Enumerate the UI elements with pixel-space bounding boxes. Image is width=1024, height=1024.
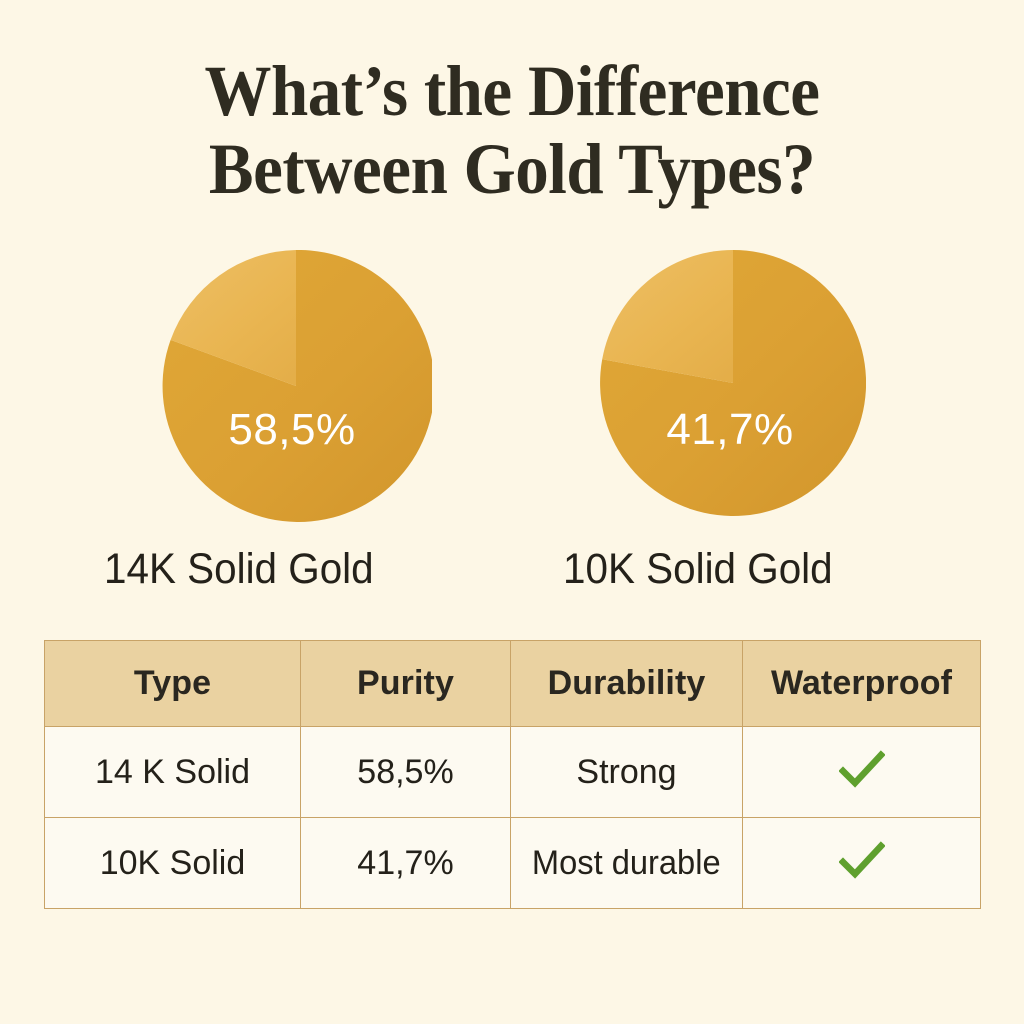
pie-chart-10k-graphic (600, 250, 866, 516)
comparison-table-wrapper: Type Purity Durability Waterproof 14 K S… (44, 640, 981, 909)
table-row: 14 K Solid 58,5% Strong (44, 726, 981, 818)
page-title: What’s the Difference Between Gold Types… (0, 52, 1024, 208)
pie-chart-row: 58,5% (0, 250, 1024, 540)
comparison-table: Type Purity Durability Waterproof 14 K S… (44, 640, 981, 909)
cell-purity: 41,7% (300, 817, 511, 909)
cell-waterproof (742, 726, 981, 818)
pie-slice-alloy (602, 250, 733, 383)
page-title-line-2: Between Gold Types? (208, 129, 816, 209)
pie-chart-10k: 41,7% (600, 250, 866, 516)
table-head: Type Purity Durability Waterproof (44, 640, 981, 727)
table-row: 10K Solid 41,7% Most durable (44, 817, 981, 909)
pie-caption-10k: 10K Solid Gold (563, 545, 833, 593)
column-header-waterproof: Waterproof (742, 640, 981, 727)
pie-slice-alloy (170, 250, 296, 386)
column-header-durability: Durability (510, 640, 743, 727)
column-header-type: Type (44, 640, 301, 727)
pie-slice-gold-content (162, 250, 432, 522)
cell-durability-text: Most durable (532, 843, 721, 882)
check-icon (837, 750, 886, 794)
pie-caption-14k: 14K Solid Gold (104, 545, 374, 593)
cell-type: 14 K Solid (44, 726, 301, 818)
page-title-line-1: What’s the Difference (204, 51, 820, 131)
pie-caption-row: 14K Solid Gold 10K Solid Gold (0, 545, 1024, 605)
cell-waterproof (742, 817, 981, 909)
pie-chart-14k-graphic (162, 250, 432, 522)
cell-durability: Most durable (510, 817, 743, 909)
column-header-purity: Purity (300, 640, 511, 727)
check-icon (837, 841, 886, 885)
pie-chart-14k: 58,5% (160, 250, 432, 522)
cell-type: 10K Solid (44, 817, 301, 909)
table-body: 14 K Solid 58,5% Strong 10K Solid 41,7% (44, 726, 981, 909)
table-header-row: Type Purity Durability Waterproof (44, 640, 981, 727)
pie-slice-gold-content (600, 250, 866, 516)
cell-purity: 58,5% (300, 726, 511, 818)
cell-durability: Strong (510, 726, 743, 818)
